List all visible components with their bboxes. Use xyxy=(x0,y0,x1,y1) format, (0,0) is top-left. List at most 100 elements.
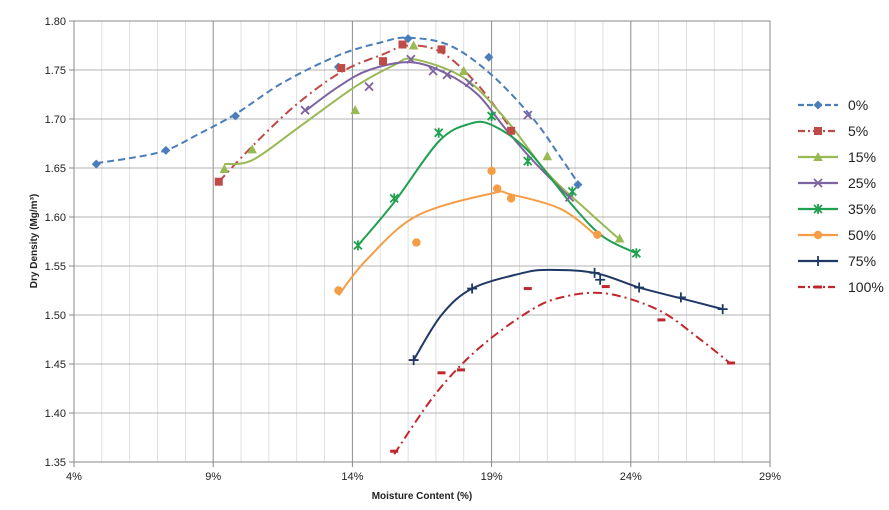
series-15-pct-point xyxy=(247,144,257,154)
series-25-pct-point xyxy=(428,66,438,76)
y-tick-label: 1.35 xyxy=(45,457,66,469)
series-35-pct-point xyxy=(523,156,533,167)
y-tick-label: 1.50 xyxy=(45,310,66,322)
series-75-pct-point xyxy=(595,274,606,285)
y-tick-label: 1.40 xyxy=(45,408,66,420)
series-100-pct-point xyxy=(601,285,610,289)
series-50-pct-point xyxy=(412,238,421,247)
legend: 0% 5% 15% 25% 35% 50% 75% 100% xyxy=(790,84,889,306)
series-25-pct-point xyxy=(300,105,310,115)
series-15-pct-point xyxy=(614,233,625,243)
series-0-pct-point xyxy=(230,111,240,121)
series-100-pct-point xyxy=(727,361,736,365)
x-tick-label: 9% xyxy=(205,471,221,483)
series-35-pct-point xyxy=(389,193,399,204)
x-axis-ticks: 4% 9% 14% 19% 24% 29% xyxy=(66,462,781,483)
series-75-pct-point xyxy=(675,292,686,303)
series-15-pct-point xyxy=(350,105,360,115)
series-15-pct-point xyxy=(219,163,230,173)
legend-marker-0-pct xyxy=(813,100,823,110)
x-tick-label: 14% xyxy=(341,471,363,483)
series-75-pct-point xyxy=(717,304,728,315)
y-tick-label: 1.70 xyxy=(45,114,66,126)
series-50-pct-point xyxy=(334,286,343,295)
series-75-pct-point xyxy=(589,267,600,278)
series-0-pct-point xyxy=(91,159,101,169)
series-25-pct-trendline xyxy=(304,61,571,199)
y-axis-title: Dry Density (Mg/m³) xyxy=(29,194,40,288)
legend-box xyxy=(790,84,889,306)
series-5-pct-point xyxy=(398,40,407,49)
legend-marker-100-pct xyxy=(814,285,822,289)
plot-area-frame xyxy=(73,20,771,463)
series-50-pct-point xyxy=(593,230,602,239)
legend-label-15-pct: 15% xyxy=(848,149,876,165)
series-25-pct-point xyxy=(523,110,533,120)
legend-marker-15-pct xyxy=(813,152,823,161)
series-0-pct-point xyxy=(484,52,494,62)
series-50-pct-point xyxy=(506,194,516,203)
axes xyxy=(73,20,771,463)
series-50-pct-trendline xyxy=(337,190,599,297)
legend-label-25-pct: 25% xyxy=(848,175,876,191)
y-tick-label: 1.55 xyxy=(45,261,66,273)
y-tick-label: 1.45 xyxy=(45,359,66,371)
legend-label-75-pct: 75% xyxy=(848,253,876,269)
legend-marker-75-pct xyxy=(813,256,823,266)
y-tick-label: 1.65 xyxy=(45,163,66,175)
series-15-pct-point xyxy=(408,40,419,50)
series-0-pct-trendline xyxy=(96,36,579,184)
data-markers xyxy=(91,34,736,453)
series-25-pct-point xyxy=(406,54,416,64)
series-5-pct-point xyxy=(337,64,346,73)
series-5-pct-point xyxy=(437,45,446,54)
series-50-pct-point xyxy=(492,184,502,193)
legend-label-0-pct: 0% xyxy=(848,97,868,113)
series-75-pct-point xyxy=(634,282,645,293)
y-tick-label: 1.60 xyxy=(45,212,66,224)
series-35-pct-point xyxy=(486,111,497,122)
series-25-pct-point xyxy=(442,70,452,80)
series-5-pct-point xyxy=(214,177,223,186)
series-35-pct-point xyxy=(631,248,642,259)
series-5-pct-point xyxy=(507,126,516,135)
series-35-pct-point xyxy=(353,240,363,251)
series-100-pct-point xyxy=(523,287,532,291)
series-100-pct-point xyxy=(456,368,465,372)
series-75-pct-point xyxy=(408,355,419,366)
series-100-pct-trendline xyxy=(393,291,732,455)
legend-marker-35-pct xyxy=(813,204,823,214)
legend-label-50-pct: 50% xyxy=(848,227,876,243)
series-100-pct-point xyxy=(437,371,446,375)
series-25-pct-point xyxy=(464,78,474,88)
legend-marker-50-pct xyxy=(813,230,823,240)
series-35-pct-trendline xyxy=(357,120,637,255)
series-0-pct-point xyxy=(161,145,171,155)
series-25-pct-point xyxy=(364,82,374,92)
series-75-pct-point xyxy=(467,283,478,294)
legend-label-35-pct: 35% xyxy=(848,201,876,217)
legend-marker-25-pct xyxy=(813,178,823,188)
series-15-pct-point xyxy=(542,151,553,161)
series-15-pct-trendline xyxy=(224,57,621,241)
grid xyxy=(73,20,771,463)
series-0-pct-point xyxy=(573,180,583,190)
x-tick-label: 4% xyxy=(66,471,82,483)
series-35-pct-point xyxy=(567,186,577,197)
series-75-pct-trendline xyxy=(412,268,723,361)
legend-label-5-pct: 5% xyxy=(848,123,868,139)
series-100-pct-point xyxy=(657,318,666,322)
y-tick-label: 1.80 xyxy=(45,16,66,28)
legend-marker-5-pct xyxy=(814,127,822,135)
x-tick-label: 29% xyxy=(759,471,781,483)
x-axis-title: Moisture Content (%) xyxy=(372,491,473,502)
x-tick-label: 19% xyxy=(481,471,503,483)
series-15-pct-point xyxy=(458,65,469,75)
y-axis-ticks: 1.35 1.40 1.45 1.50 1.55 1.60 1.65 1.70 1.75 1.80 xyxy=(45,16,74,469)
legend-label-100-pct: 100% xyxy=(848,279,884,295)
series-50-pct-point xyxy=(487,166,496,176)
series-5-pct-trendline xyxy=(218,44,512,183)
series-100-pct-point xyxy=(390,449,399,453)
series-35-pct-point xyxy=(434,127,444,138)
